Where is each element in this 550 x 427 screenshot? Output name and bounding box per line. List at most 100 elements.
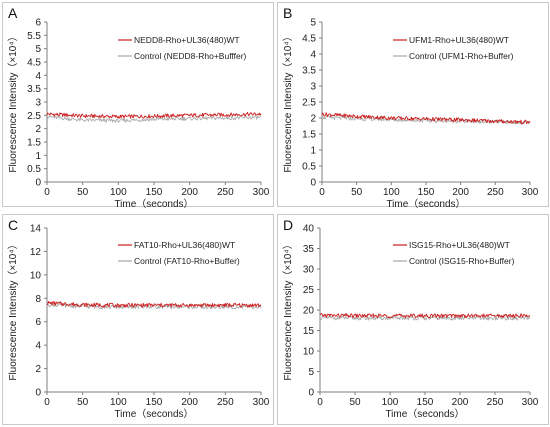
y-tick-label: 6: [35, 18, 41, 29]
panel-d-frame: [277, 214, 549, 425]
panel-d-letter: D: [283, 217, 293, 233]
y-tick-label: 2: [310, 114, 316, 125]
y-axis-title: Fluorescence Intensity（×10⁴）: [7, 31, 19, 172]
y-tick-label: 3: [310, 82, 316, 93]
x-tick-label: 250: [217, 187, 234, 198]
x-tick-label: 200: [181, 187, 198, 198]
x-tick-label: 50: [77, 187, 89, 198]
x-tick-label: 50: [351, 187, 363, 198]
y-axis-title: Fluorescence Intensity（×10⁴）: [282, 31, 294, 172]
y-tick-label: 4: [310, 50, 316, 61]
y-tick-label: 10: [30, 270, 42, 281]
series-line-treated: [321, 112, 531, 125]
y-tick-label: 4: [35, 341, 41, 352]
x-axis-title: Time（seconds）: [114, 408, 193, 420]
y-tick-label: 2: [35, 364, 41, 375]
y-tick-label: 30: [303, 265, 315, 276]
x-tick-label: 300: [522, 187, 539, 198]
x-tick-label: 200: [452, 397, 469, 408]
y-tick-label: 25: [303, 285, 315, 296]
y-tick-label: 1.5: [302, 130, 316, 141]
x-tick-label: 100: [383, 187, 400, 198]
panel-d: D 0 5 10 15 20 25 30 35 40 0 50 100 150 200 250 300 Time（…: [277, 214, 549, 425]
legend-label: Control (UFM1-Rho+Buffer): [409, 51, 514, 61]
series-line-treated: [46, 111, 262, 119]
y-tick-label: 5: [310, 18, 316, 29]
y-tick-label: 0.5: [27, 164, 41, 175]
y-axis-title: Fluorescence Intensity（×10⁴）: [282, 239, 294, 380]
x-tick-label: 250: [487, 397, 504, 408]
x-tick-label: 150: [417, 397, 434, 408]
y-tick-label: 20: [303, 306, 315, 317]
y-tick-label: 8: [35, 294, 41, 305]
panel-b-letter: B: [283, 5, 292, 21]
x-axis-title: Time（seconds）: [386, 198, 465, 210]
x-tick-label: 0: [319, 187, 325, 198]
series-line-treated: [319, 312, 531, 319]
y-tick-label: 1.5: [27, 138, 41, 149]
y-tick-label: 5.5: [27, 31, 41, 42]
x-axis-title: Time（seconds）: [385, 408, 464, 420]
legend-label: Control (ISG15-Rho+Buffer): [409, 256, 515, 266]
y-tick-label: 0: [310, 178, 316, 189]
legend-label: FAT10-Rho+UL36(480)WT: [134, 240, 235, 250]
x-tick-label: 50: [349, 397, 361, 408]
panel-a-frame: [2, 2, 274, 207]
series-line-control: [46, 114, 262, 123]
y-tick-label: 0: [35, 388, 41, 399]
panel-a-letter: A: [8, 5, 18, 21]
x-tick-label: 300: [253, 187, 270, 198]
y-tick-label: 4: [35, 71, 41, 82]
y-axis-title: Fluorescence Intensity（×10⁴）: [7, 239, 19, 380]
y-tick-label: 2.5: [302, 98, 316, 109]
y-tick-label: 15: [303, 326, 315, 337]
y-tick-label: 2: [35, 124, 41, 135]
panel-c-frame: [2, 214, 274, 425]
y-tick-label: 10: [303, 347, 315, 358]
x-tick-label: 100: [110, 397, 127, 408]
y-tick-label: 14: [30, 224, 42, 235]
panel-c-letter: C: [8, 217, 18, 233]
y-tick-label: 40: [303, 224, 315, 235]
legend-label: Control (NEDD8-Rho+Bufffer): [134, 51, 247, 61]
x-tick-label: 300: [522, 397, 539, 408]
x-tick-label: 150: [418, 187, 435, 198]
y-tick-label: 1: [35, 151, 41, 162]
panel-b-frame: [277, 2, 549, 207]
legend-label: UFM1-Rho+UL36(480)WT: [409, 35, 509, 45]
x-tick-label: 150: [146, 187, 163, 198]
legend-label: ISG15-Rho+UL36(480)WT: [409, 240, 510, 250]
y-tick-label: 0: [35, 178, 41, 189]
y-tick-label: 3.5: [302, 66, 316, 77]
y-tick-label: 0: [308, 388, 314, 399]
series-line-treated: [46, 301, 262, 308]
y-tick-label: 35: [303, 244, 315, 255]
y-tick-label: 4.5: [27, 58, 41, 69]
y-tick-label: 5: [308, 367, 314, 378]
y-tick-label: 3: [35, 98, 41, 109]
legend-label: NEDD8-Rho+UL36(480)WT: [134, 35, 240, 45]
x-tick-label: 300: [253, 397, 270, 408]
panel-c: C 0 2 4 6 8 10 12 14 0 50 100 150 200 250 300 Time（secon…: [2, 214, 274, 425]
y-tick-label: 0.5: [302, 162, 316, 173]
y-tick-label: 4.5: [302, 34, 316, 45]
x-tick-label: 250: [487, 187, 504, 198]
y-tick-label: 2.5: [27, 111, 41, 122]
y-tick-label: 5: [35, 44, 41, 55]
x-tick-label: 0: [44, 187, 50, 198]
x-tick-label: 250: [217, 397, 234, 408]
panel-b: B00.511.522.533.544.550 50 100 150 200 250 300…: [277, 2, 549, 210]
x-tick-label: 50: [77, 397, 89, 408]
x-tick-label: 100: [382, 397, 399, 408]
x-axis-title: Time（seconds）: [114, 198, 193, 210]
x-tick-label: 0: [317, 397, 323, 408]
panel-a: A 0 0.5 1 1.5 2 2.5 3 3.5 4 4.5 5 5.5 6 0 50 100 150 200 25…: [2, 2, 274, 210]
y-tick-label: 3.5: [27, 84, 41, 95]
x-tick-label: 200: [181, 397, 198, 408]
x-tick-label: 100: [110, 187, 127, 198]
x-tick-label: 0: [44, 397, 50, 408]
y-tick-label: 12: [30, 247, 42, 258]
x-tick-label: 150: [146, 397, 163, 408]
y-tick-label: 1: [310, 146, 316, 157]
